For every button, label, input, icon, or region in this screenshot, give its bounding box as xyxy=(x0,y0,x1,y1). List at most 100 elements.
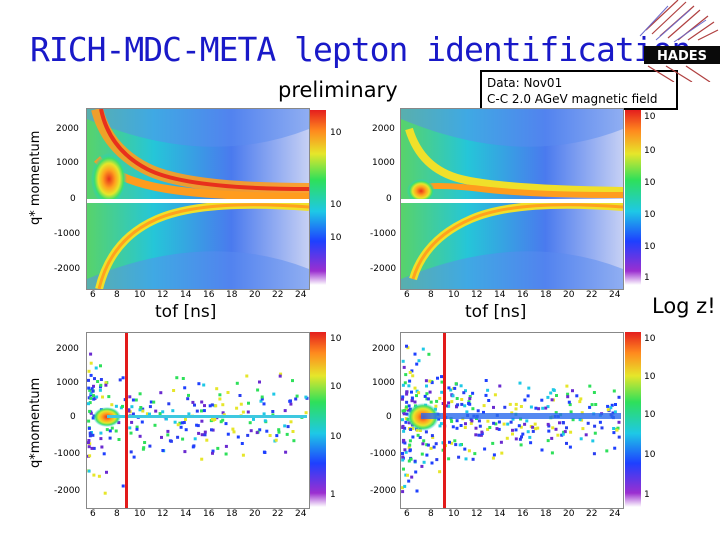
histogram-cell xyxy=(140,420,144,424)
histogram-cell xyxy=(469,417,473,421)
histogram-cell xyxy=(268,434,272,437)
x-tick: 22 xyxy=(272,290,284,300)
histogram-cell xyxy=(444,404,448,408)
histogram-cell xyxy=(502,422,506,426)
histogram-cell xyxy=(408,449,412,453)
x-tick: 8 xyxy=(114,509,120,519)
histogram-cell xyxy=(260,397,264,401)
histogram-cell xyxy=(88,431,92,435)
histogram-cell xyxy=(138,434,142,438)
histogram-cell xyxy=(464,422,467,426)
hades-logo: HADES xyxy=(639,0,720,82)
x-tick: 20 xyxy=(563,290,575,300)
histogram-cell xyxy=(262,450,266,454)
x-tick: 14 xyxy=(494,290,506,300)
histogram-cell xyxy=(403,441,407,445)
histogram-cell xyxy=(617,395,621,399)
y-tick-bl-1: 2000 xyxy=(56,344,79,354)
histogram-cell xyxy=(193,437,197,441)
histogram-cell xyxy=(141,407,145,411)
histogram-cell xyxy=(612,389,616,393)
histogram-cell xyxy=(609,406,613,410)
histogram-bottom-left xyxy=(86,332,310,509)
histogram-cell xyxy=(422,439,426,443)
histogram-cell xyxy=(409,428,413,431)
histogram-cell xyxy=(235,381,239,385)
histogram-cell xyxy=(487,399,491,402)
histogram-cell xyxy=(200,409,203,413)
y-tick-bl-4: -1000 xyxy=(54,449,81,459)
histogram-cell xyxy=(89,373,93,377)
y-tick-br-4: -1000 xyxy=(370,449,397,459)
histogram-cell xyxy=(531,425,535,429)
histogram-cell xyxy=(289,420,293,424)
histogram-cell xyxy=(568,445,572,449)
histogram-cell xyxy=(101,395,104,399)
histogram-cell xyxy=(99,378,103,381)
histogram-cell xyxy=(591,439,595,443)
histogram-cell xyxy=(468,395,472,398)
histogram-cell xyxy=(96,380,100,383)
x-tick: 24 xyxy=(295,509,307,519)
histogram-cell xyxy=(128,426,132,430)
histogram-cell xyxy=(453,439,457,443)
histogram-cell xyxy=(447,457,451,461)
histogram-cell xyxy=(417,391,421,395)
x-tick: 20 xyxy=(563,509,575,519)
y-tick-tl-2: 1000 xyxy=(56,158,79,168)
x-tick: 20 xyxy=(249,290,261,300)
histogram-cell xyxy=(613,410,617,414)
histogram-cell xyxy=(510,411,514,415)
histogram-cell xyxy=(154,409,158,413)
cb-label-tr-3: 10 xyxy=(644,178,656,188)
histogram-cell xyxy=(440,380,444,384)
histogram-cell xyxy=(415,489,419,493)
histogram-cell xyxy=(523,398,527,402)
cb-label-br-1: 10 xyxy=(644,334,656,344)
histogram-cell xyxy=(567,400,571,404)
histogram-cell xyxy=(438,396,442,400)
cb-label-tl-2: 10 xyxy=(330,200,342,210)
histogram-cell xyxy=(560,433,564,437)
histogram-cell xyxy=(420,464,424,468)
histogram-cell xyxy=(546,422,550,426)
y-tick-tr-2: 1000 xyxy=(372,158,395,168)
histogram-cell xyxy=(514,428,518,432)
histogram-cell xyxy=(138,392,142,396)
histogram-cell xyxy=(121,484,125,488)
histogram-cell xyxy=(402,365,406,369)
histogram-cell xyxy=(455,397,459,400)
histogram-cell xyxy=(403,426,407,430)
histogram-cell xyxy=(169,439,173,443)
histogram-cell xyxy=(98,388,102,392)
cb-label-br-5: 1 xyxy=(644,490,650,500)
histogram-cell xyxy=(436,376,439,380)
histogram-cell xyxy=(565,426,568,430)
histogram-cell xyxy=(534,427,538,431)
histogram-cell xyxy=(425,392,429,396)
histogram-cell xyxy=(403,448,407,452)
histogram-cell xyxy=(401,452,404,455)
histogram-cell xyxy=(494,422,498,426)
histogram-cell xyxy=(166,433,170,437)
cb-label-bl-1: 10 xyxy=(330,334,342,344)
histogram-cell xyxy=(493,393,497,397)
histogram-cell xyxy=(425,443,429,447)
log-z-annotation: Log z! xyxy=(652,294,716,318)
histogram-cell xyxy=(457,455,461,459)
histogram-cell xyxy=(246,410,250,414)
histogram-cell xyxy=(478,424,482,428)
y-tick-br-5: -2000 xyxy=(370,486,397,496)
histogram-cell xyxy=(484,393,488,397)
histogram-cell xyxy=(102,452,106,456)
histogram-cell xyxy=(247,401,250,405)
histogram-cell xyxy=(547,429,551,433)
histogram-cell xyxy=(612,427,616,430)
histogram-cell xyxy=(498,384,502,388)
histogram-cell xyxy=(438,470,442,474)
histogram-cell xyxy=(291,379,294,383)
histogram-cell xyxy=(114,404,118,408)
histogram-cell xyxy=(256,388,260,392)
histogram-cell xyxy=(617,435,621,439)
histogram-cell xyxy=(180,421,184,425)
